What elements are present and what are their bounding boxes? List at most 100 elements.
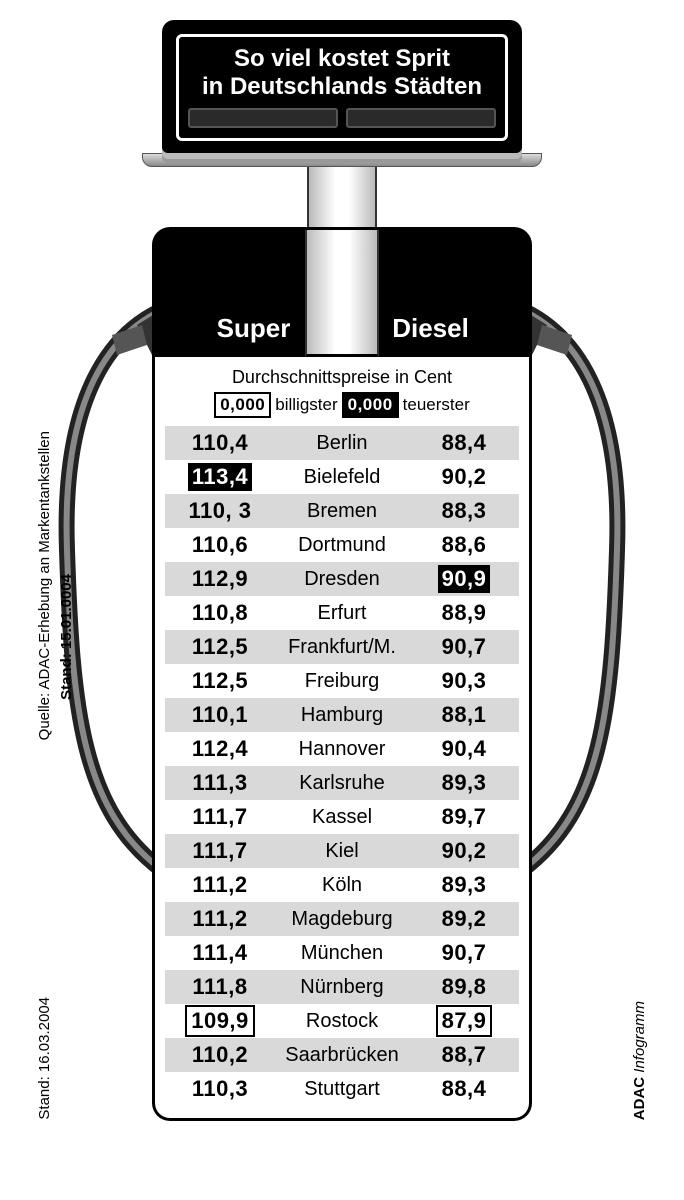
super-cell: 111,2 [165, 905, 275, 933]
diesel-cell: 88,4 [409, 429, 519, 457]
city-cell: Frankfurt/M. [275, 636, 409, 659]
diesel-value: 90,2 [438, 837, 491, 865]
date-caption: Stand: 16.03.2004 [36, 997, 53, 1120]
super-value: 111,2 [188, 905, 251, 933]
table-row: 110,2 Saarbrücken 88,7 [165, 1038, 519, 1072]
fuel-label-super: Super [165, 313, 342, 350]
super-cell: 110, 3 [165, 497, 275, 525]
city-cell: München [275, 942, 409, 965]
diesel-value: 89,7 [438, 803, 491, 831]
table-row: 111,7 Kassel 89,7 [165, 800, 519, 834]
super-cell: 111,7 [165, 803, 275, 831]
diesel-value: 88,9 [438, 599, 491, 627]
diesel-value: 88,1 [438, 701, 491, 729]
diesel-cell: 88,1 [409, 701, 519, 729]
diesel-value: 90,7 [438, 939, 491, 967]
panel-subtitle: Durchschnittspreise in Cent [165, 367, 519, 388]
city-cell: Köln [275, 874, 409, 897]
super-cell: 112,5 [165, 633, 275, 661]
super-value: 111,8 [188, 973, 251, 1001]
diesel-value: 90,4 [438, 735, 491, 763]
title-sign: So viel kostet Sprit in Deutschlands Stä… [162, 20, 522, 153]
super-cell: 112,5 [165, 667, 275, 695]
title-line-1: So viel kostet Sprit [185, 45, 499, 73]
sign-slot [346, 108, 496, 128]
super-value: 110,3 [188, 1075, 252, 1103]
table-row: 111,2Köln 89,3 [165, 868, 519, 902]
super-value: 111,3 [188, 769, 251, 797]
super-cell: 110,3 [165, 1075, 275, 1103]
legend-cheapest-box: 0,000 [214, 392, 271, 418]
diesel-value: 88,6 [438, 531, 491, 559]
diesel-value: 88,4 [438, 429, 491, 457]
diesel-cell: 90,7 [409, 633, 519, 661]
table-row: 112,9Dresden90,9 [165, 562, 519, 596]
diesel-value: 88,7 [438, 1041, 491, 1069]
table-row: 110,8 Erfurt 88,9 [165, 596, 519, 630]
city-cell: Nürnberg [275, 976, 409, 999]
city-cell: Freiburg [275, 670, 409, 693]
diesel-cell: 88,4 [409, 1075, 519, 1103]
city-cell: Erfurt [275, 602, 409, 625]
super-value: 110, 3 [185, 497, 256, 525]
city-cell: Dresden [275, 568, 409, 591]
city-cell: Stuttgart [275, 1078, 409, 1101]
super-cell: 111,8 [165, 973, 275, 1001]
city-cell: Hannover [275, 738, 409, 761]
diesel-cell: 88,7 [409, 1041, 519, 1069]
diesel-cell: 90,2 [409, 837, 519, 865]
brand-name: ADAC [631, 1077, 648, 1120]
diesel-value: 88,4 [438, 1075, 491, 1103]
table-row: 111,3 Karlsruhe 89,3 [165, 766, 519, 800]
city-cell: Bremen [275, 500, 409, 523]
table-row: 112,5 Frankfurt/M.90,7 [165, 630, 519, 664]
diesel-value: 90,3 [438, 667, 491, 695]
table-row: 110,3 Stuttgart 88,4 [165, 1072, 519, 1106]
diesel-value: 87,9 [436, 1005, 493, 1037]
pump-head: Super Diesel [152, 227, 532, 357]
table-row: 111,4München90,7 [165, 936, 519, 970]
pump-neck [307, 167, 377, 227]
super-cell: 111,2 [165, 871, 275, 899]
super-value: 110,1 [188, 701, 252, 729]
city-cell: Saarbrücken [275, 1044, 409, 1067]
diesel-cell: 90,4 [409, 735, 519, 763]
fuel-pump-infographic: So viel kostet Sprit in Deutschlands Stä… [82, 20, 602, 1121]
diesel-cell: 88,3 [409, 497, 519, 525]
super-value: 112,4 [188, 735, 252, 763]
legend: 0,000 billigster 0,000 teuerster [165, 392, 519, 418]
super-cell: 110,8 [165, 599, 275, 627]
city-cell: Kassel [275, 806, 409, 829]
diesel-cell: 89,2 [409, 905, 519, 933]
super-value: 111,7 [188, 803, 251, 831]
super-cell: 110,1 [165, 701, 275, 729]
date-overlay-caption: Stand: 15.01.0004 [58, 574, 75, 700]
city-cell: Rostock [275, 1010, 409, 1033]
table-row: 110, 3 Bremen88,3 [165, 494, 519, 528]
city-cell: Hamburg [275, 704, 409, 727]
table-row: 110,1 Hamburg 88,1 [165, 698, 519, 732]
super-value: 110,4 [188, 429, 252, 457]
diesel-cell: 89,3 [409, 871, 519, 899]
table-row: 110,4Berlin88,4 [165, 426, 519, 460]
super-value: 110,2 [188, 1041, 252, 1069]
super-cell: 111,7 [165, 837, 275, 865]
diesel-cell: 89,8 [409, 973, 519, 1001]
diesel-value: 89,3 [438, 769, 491, 797]
price-panel: Durchschnittspreise in Cent 0,000 billig… [152, 357, 532, 1121]
sign-base [142, 153, 542, 167]
super-cell: 109,9 [165, 1005, 275, 1037]
diesel-value: 89,3 [438, 871, 491, 899]
super-cell: 112,4 [165, 735, 275, 763]
super-cell: 110,2 [165, 1041, 275, 1069]
diesel-value: 89,8 [438, 973, 491, 1001]
super-value: 110,8 [188, 599, 252, 627]
diesel-cell: 90,2 [409, 463, 519, 491]
table-row: 113,4Bielefeld90,2 [165, 460, 519, 494]
super-value: 112,5 [188, 633, 252, 661]
table-row: 111,8 Nürnberg 89,8 [165, 970, 519, 1004]
city-cell: Karlsruhe [275, 772, 409, 795]
city-cell: Dortmund [275, 534, 409, 557]
table-row: 110,6Dortmund88,6 [165, 528, 519, 562]
legend-expensive-label: teuerster [403, 395, 470, 415]
